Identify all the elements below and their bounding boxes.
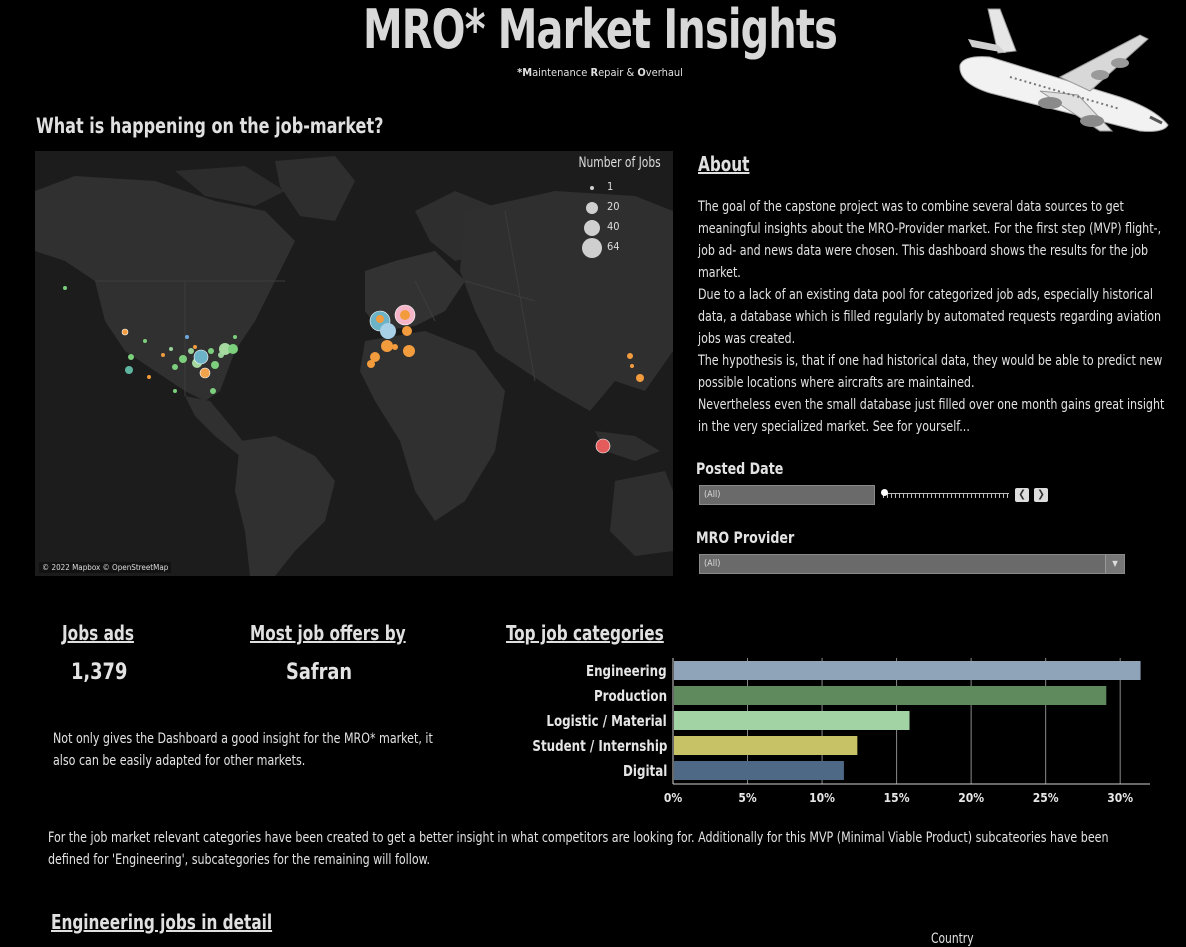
about-text: The goal of the capstone project was to …: [698, 196, 1174, 438]
country-label: Country: [931, 931, 974, 947]
size-legend: [582, 186, 602, 258]
x-tick-label: 10%: [809, 791, 835, 805]
mro-provider-select[interactable]: (All) ▼: [699, 554, 1125, 574]
x-tick-label: 15%: [883, 791, 910, 805]
category-label: Production: [593, 687, 667, 705]
legend-title: Number of Jobs: [578, 155, 661, 171]
subtitle-initial-o: O: [637, 66, 646, 79]
legend-item-40: 40: [607, 220, 620, 233]
subtitle-initial-r: R: [590, 66, 599, 79]
subtitle-word-3: verhaul: [645, 66, 683, 79]
about-paragraph-1: The goal of the capstone project was to …: [698, 199, 1162, 281]
mro-provider-value: (All): [704, 559, 721, 569]
bar-digital[interactable]: [674, 761, 844, 780]
map-section-heading: What is happening on the job-market?: [36, 114, 384, 138]
job-map[interactable]: Number of Jobs 1 20 40 64 © 2022 Mapbox …: [35, 151, 673, 576]
bar-student-internship[interactable]: [674, 736, 858, 755]
legend-item-20: 20: [607, 200, 620, 213]
bar-production[interactable]: [674, 686, 1107, 705]
about-paragraph-4: Nevertheless even the small database jus…: [698, 397, 1165, 435]
subtitle-word-1: aintenance: [532, 66, 591, 79]
x-tick-label: 25%: [1032, 791, 1059, 805]
category-label: Logistic / Material: [546, 712, 667, 730]
posted-date-slider[interactable]: [881, 489, 1009, 499]
category-label: Digital: [622, 762, 667, 780]
jobs-ads-heading: Jobs ads: [62, 621, 134, 645]
chevron-right-icon[interactable]: ❯: [1034, 488, 1048, 502]
jobs-ads-value: 1,379: [71, 660, 128, 685]
bar-logistic-material[interactable]: [674, 711, 910, 730]
about-paragraph-2: Due to a lack of an existing data pool f…: [698, 287, 1162, 347]
x-tick-label: 20%: [958, 791, 985, 805]
subtitle-initial-m: *M: [517, 66, 533, 79]
category-label: Student / Internship: [532, 737, 667, 755]
x-tick-label: 5%: [738, 791, 757, 805]
about-heading: About: [698, 152, 750, 176]
chart-title: Top job categories: [506, 621, 664, 645]
bar-engineering[interactable]: [674, 661, 1141, 680]
chevron-down-icon[interactable]: ▼: [1105, 555, 1124, 573]
legend-item-1: 1: [607, 180, 614, 193]
chart-canvas: [672, 658, 1150, 785]
x-tick-label: 30%: [1107, 791, 1134, 805]
most-offers-value: Safran: [286, 660, 353, 685]
airplane-icon: [959, 8, 1169, 132]
slider-handle[interactable]: [881, 489, 888, 496]
world-map: [35, 151, 673, 576]
chevron-left-icon[interactable]: ❮: [1015, 488, 1029, 502]
mro-provider-label: MRO Provider: [696, 528, 795, 547]
engineering-heading: Engineering jobs in detail: [51, 910, 273, 934]
posted-date-label: Posted Date: [696, 459, 784, 478]
about-paragraph-3: The hypothesis is, that if one had histo…: [698, 353, 1163, 391]
top-job-categories-chart: 0% 5% 10% 15% 20% 25% 30% Engineering Production…: [460, 656, 1160, 816]
page-subtitle: *Maintenance Repair & Overhaul: [0, 66, 1186, 79]
legend-item-64: 64: [607, 240, 620, 253]
most-offers-heading: Most job offers by: [250, 621, 406, 645]
job-markers[interactable]: [63, 286, 644, 454]
map-attribution: © 2022 Mapbox © OpenStreetMap: [39, 562, 172, 573]
subtitle-word-2: epair &: [598, 66, 638, 79]
page-title: MRO* Market Insights: [362, 0, 838, 61]
category-label: Engineering: [586, 662, 667, 680]
x-tick-label: 0%: [663, 791, 683, 805]
note-text: Not only gives the Dashboard a good insi…: [53, 731, 433, 769]
categories-text: For the job market relevant categories h…: [48, 830, 1109, 868]
posted-date-select[interactable]: (All): [699, 485, 875, 505]
